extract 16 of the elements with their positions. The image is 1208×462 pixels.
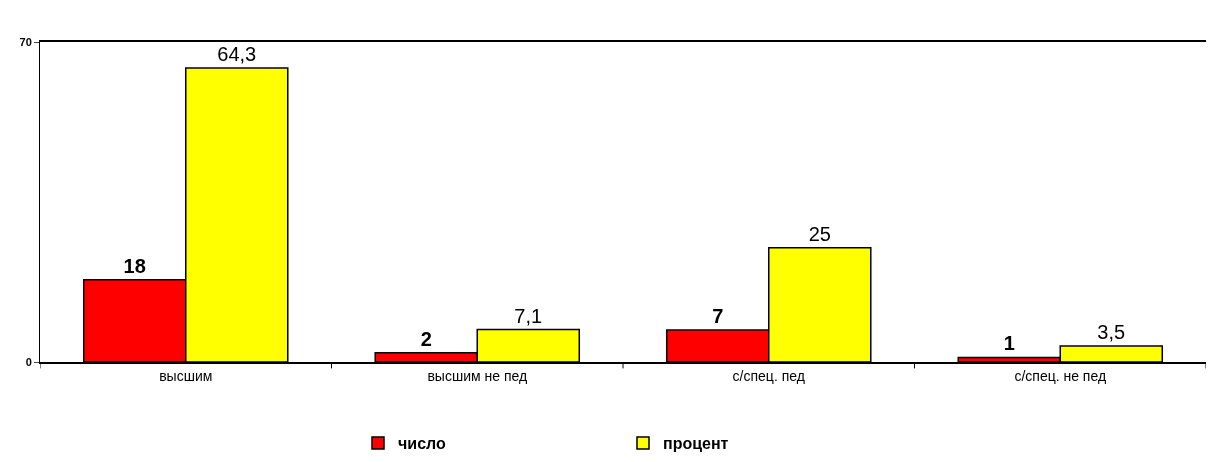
- data-label: 7,1: [514, 304, 543, 327]
- data-label: 25: [808, 222, 831, 245]
- data-label: 1: [1003, 332, 1015, 355]
- x-tick-label: высшим: [159, 367, 213, 384]
- data-label: 18: [123, 254, 146, 277]
- x-tick-label: с/спец. пед: [732, 367, 805, 384]
- data-label: 2: [420, 327, 432, 350]
- legend-label: число: [398, 435, 446, 453]
- y-tick-label: 0: [25, 355, 32, 368]
- y-tick-label: 70: [19, 35, 32, 48]
- data-label: 64,3: [217, 43, 257, 66]
- legend-label: процент: [663, 435, 729, 453]
- x-tick-label: высшим не пед: [427, 367, 528, 384]
- data-label: 3,5: [1097, 321, 1126, 343]
- data-label: 7: [712, 305, 724, 327]
- x-tick-label: с/спец. не пед: [1014, 367, 1107, 384]
